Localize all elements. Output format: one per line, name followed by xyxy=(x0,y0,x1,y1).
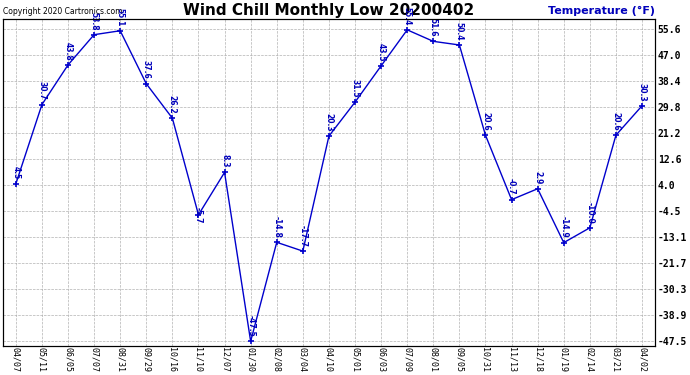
Text: -17.7: -17.7 xyxy=(298,225,307,246)
Text: 43.8: 43.8 xyxy=(63,42,72,60)
Text: -47.5: -47.5 xyxy=(246,315,255,337)
Text: 20.6: 20.6 xyxy=(611,112,620,130)
Text: 55.4: 55.4 xyxy=(403,7,412,25)
Text: 8.3: 8.3 xyxy=(220,154,229,168)
Text: 30.3: 30.3 xyxy=(638,82,647,101)
Text: 30.7: 30.7 xyxy=(37,81,46,100)
Text: -14.9: -14.9 xyxy=(560,216,569,238)
Text: 37.6: 37.6 xyxy=(141,60,151,79)
Text: 50.4: 50.4 xyxy=(455,22,464,40)
Text: -5.7: -5.7 xyxy=(194,207,203,224)
Text: 2.9: 2.9 xyxy=(533,171,542,184)
Text: -10.0: -10.0 xyxy=(585,201,594,223)
Text: -14.8: -14.8 xyxy=(273,216,282,238)
Text: 43.5: 43.5 xyxy=(377,43,386,62)
Text: Temperature (°F): Temperature (°F) xyxy=(548,6,655,16)
Text: 26.2: 26.2 xyxy=(168,95,177,114)
Text: 20.6: 20.6 xyxy=(481,112,490,130)
Text: 55.1: 55.1 xyxy=(116,8,125,26)
Text: 4.5: 4.5 xyxy=(11,166,20,179)
Text: 53.8: 53.8 xyxy=(90,12,99,30)
Text: Copyright 2020 Cartronics.com: Copyright 2020 Cartronics.com xyxy=(3,7,122,16)
Text: 20.3: 20.3 xyxy=(324,113,333,132)
Text: 31.5: 31.5 xyxy=(351,79,359,98)
Text: 51.6: 51.6 xyxy=(428,18,437,37)
Text: -0.7: -0.7 xyxy=(507,178,516,195)
Title: Wind Chill Monthly Low 20200402: Wind Chill Monthly Low 20200402 xyxy=(184,3,475,18)
